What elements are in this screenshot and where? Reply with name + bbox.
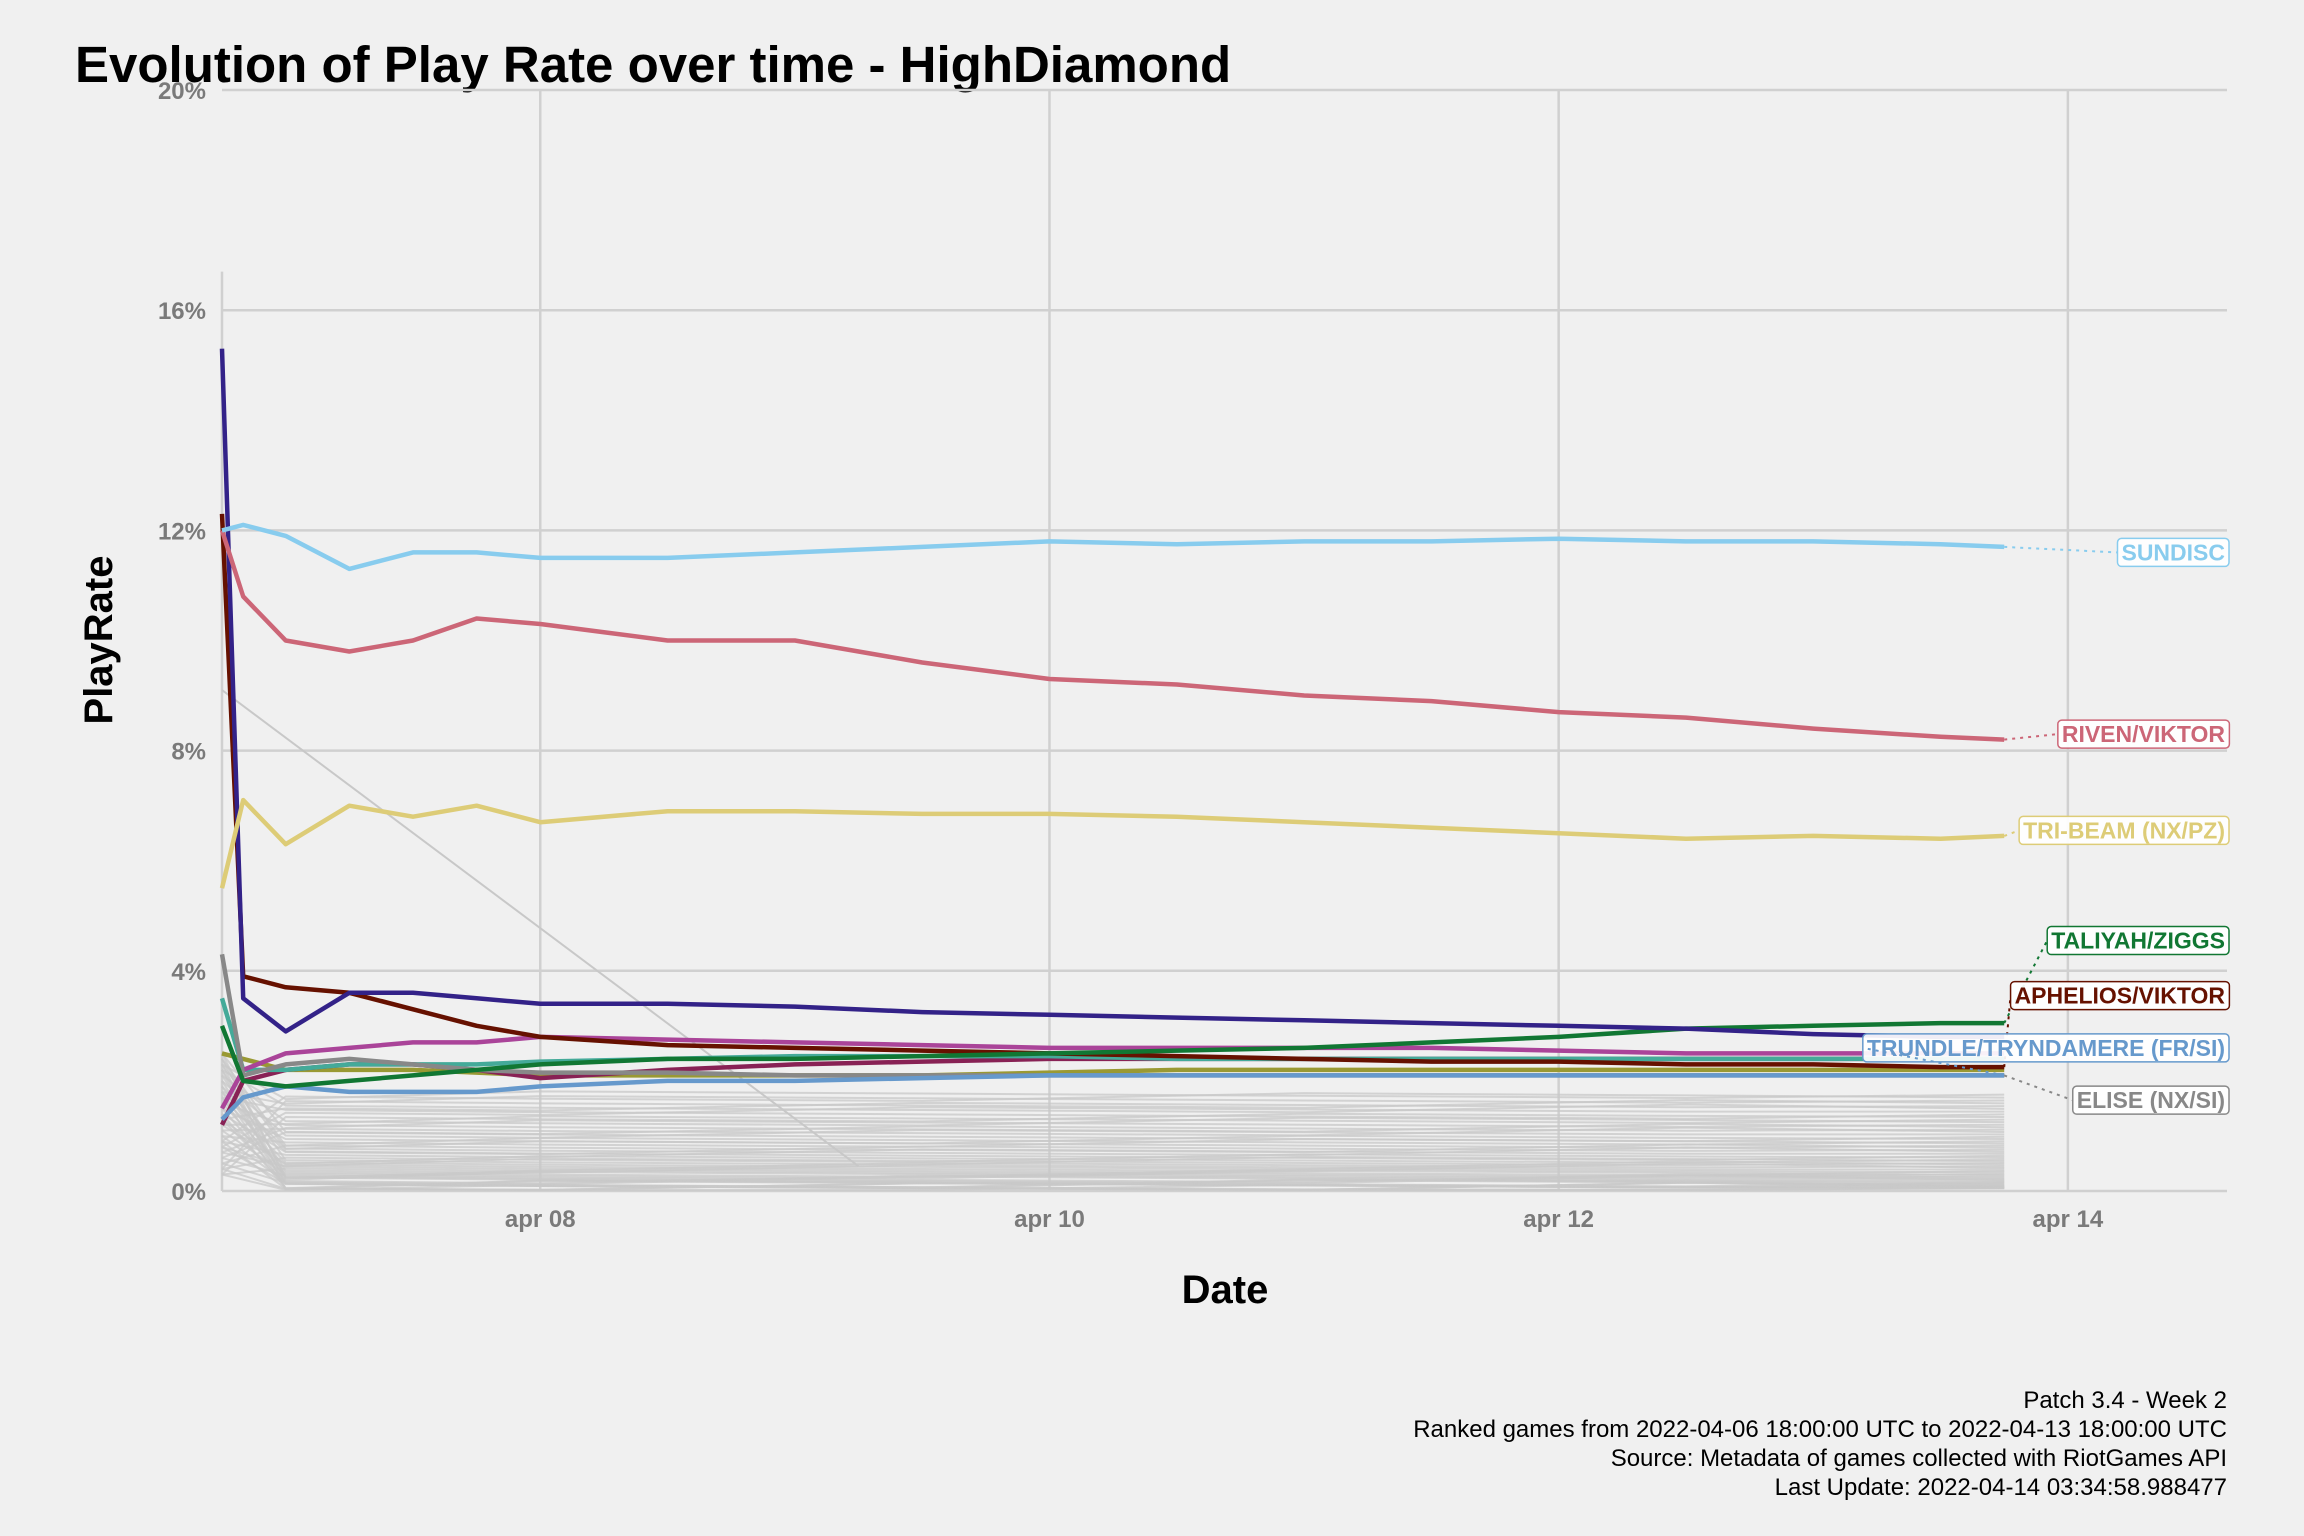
background-series-line-17 <box>221 1129 2005 1180</box>
series-label-leader <box>2004 733 2058 741</box>
background-series-line-16 <box>221 1080 2005 1181</box>
background-series-line-54 <box>221 1063 2005 1101</box>
x-tick-label-0: apr 08 <box>505 1206 576 1233</box>
background-series-line-50 <box>221 1101 2005 1121</box>
series-line-6 <box>220 1073 2005 1121</box>
series-line-2 <box>219 797 2005 889</box>
series-label-6: ELISE (NX/SI) <box>2003 1074 2230 1115</box>
series-line-8 <box>220 1034 2005 1110</box>
x-tick-labels: apr 08 apr 10 apr 12 apr 14 <box>505 1206 2104 1233</box>
y-tick-label-4: 16% <box>158 298 206 325</box>
background-series-line-43 <box>221 1119 2005 1154</box>
series-label-text: TRUNDLE/TRYNDAMERE (FR/SI) <box>1867 1035 2225 1061</box>
series-label-leader <box>2003 1074 2074 1102</box>
y-axis-title: PlayRate <box>77 556 121 725</box>
series-label-text: RIVEN/VIKTOR <box>2062 721 2226 747</box>
series-label-2: TRI-BEAM (NX/PZ) <box>2003 815 2230 846</box>
caption: Patch 3.4 - Week 2 Ranked games from 202… <box>1413 1387 2227 1501</box>
background-series-line-48 <box>221 1106 2005 1148</box>
background-series-line-19 <box>221 1102 2005 1178</box>
caption-line-3: Source: Metadata of games collected with… <box>1611 1445 2227 1472</box>
background-series-line-53 <box>221 1092 2005 1143</box>
background-series-line-52 <box>221 1090 2005 1105</box>
series-labels: SUNDISC RIVEN/VIKTOR TRI-BEAM (NX/PZ) TALIY… <box>1862 537 2231 1115</box>
series-label-0: SUNDISC <box>2004 537 2230 568</box>
series-label-box <box>2018 815 2230 846</box>
series-label-leader <box>2003 829 2020 837</box>
chart-title: Evolution of Play Rate over time - HighD… <box>75 36 1231 93</box>
background-series-line-28 <box>221 1153 2005 1170</box>
series-label-5: TRUNDLE/TRYNDAMERE (FR/SI) <box>1862 1033 2230 1077</box>
series-label-text: SUNDISC <box>2121 539 2225 565</box>
background-series-line-49 <box>221 1069 2005 1114</box>
series-label-1: RIVEN/VIKTOR <box>2004 719 2231 749</box>
background-series-line-14 <box>221 1107 2005 1185</box>
grid <box>220 88 2227 1193</box>
background-series-line-47 <box>221 1096 2005 1120</box>
series-label-box <box>2046 925 2230 956</box>
background-series <box>221 689 2005 1191</box>
caption-line-2: Ranked games from 2022-04-06 18:00:00 UT… <box>1413 1416 2227 1443</box>
y-tick-label-5: 20% <box>158 78 206 105</box>
background-series-line-18 <box>221 1052 2005 1180</box>
series-label-leader <box>1862 1046 2005 1077</box>
background-series-line-36 <box>221 1058 2005 1147</box>
series-label-4: APHELIOS/VIKTOR <box>2003 980 2231 1068</box>
background-series-line-37 <box>221 1107 2005 1145</box>
y-tick-label-3: 12% <box>158 518 206 545</box>
y-tick-label-1: 4% <box>171 959 206 986</box>
caption-line-1: Patch 3.4 - Week 2 <box>2023 1387 2227 1414</box>
x-tick-label-1: apr 10 <box>1014 1206 1085 1233</box>
background-series-line-24 <box>221 1096 2005 1171</box>
background-series-line-27 <box>221 1118 2005 1165</box>
series-label-box <box>2009 980 2231 1011</box>
background-series-line-45 <box>221 1115 2005 1126</box>
background-series-line-46 <box>221 1112 2005 1176</box>
background-series-line-25 <box>221 1146 2005 1168</box>
series-label-leader <box>2004 545 2118 554</box>
x-tick-label-3: apr 14 <box>2033 1206 2104 1233</box>
series-label-text: TALIYAH/ZIGGS <box>2051 928 2225 954</box>
series-line-0 <box>221 522 2005 572</box>
background-series-line-44 <box>221 1074 2005 1127</box>
y-tick-label-2: 8% <box>171 739 206 766</box>
background-series-line-15 <box>221 1157 2005 1184</box>
series-lines <box>219 348 2005 1126</box>
series-label-text: TRI-BEAM (NX/PZ) <box>2023 817 2225 843</box>
y-tick-labels: 0% 4% 8% 12% 16% 20% <box>158 78 206 1206</box>
series-label-text: ELISE (NX/SI) <box>2077 1087 2225 1113</box>
y-tick-label-0: 0% <box>171 1179 206 1206</box>
background-series-line-diagonal <box>221 689 860 1168</box>
series-line-3 <box>219 348 2005 1040</box>
series-label-text: APHELIOS/VIKTOR <box>2015 983 2226 1009</box>
caption-line-4: Last Update: 2022-04-14 03:34:58.988477 <box>1775 1474 2227 1501</box>
background-series-line-26 <box>221 1069 2005 1166</box>
x-tick-label-2: apr 12 <box>1523 1206 1594 1233</box>
series-line-5 <box>219 513 2005 1070</box>
series-line-1 <box>219 529 2005 742</box>
background-series-line-51 <box>221 1099 2005 1170</box>
series-label-box <box>2057 719 2231 749</box>
x-axis-title: Date <box>1182 1268 1269 1312</box>
series-line-9 <box>219 997 2005 1073</box>
series-label-3: TALIYAH/ZIGGS <box>2003 925 2230 1024</box>
